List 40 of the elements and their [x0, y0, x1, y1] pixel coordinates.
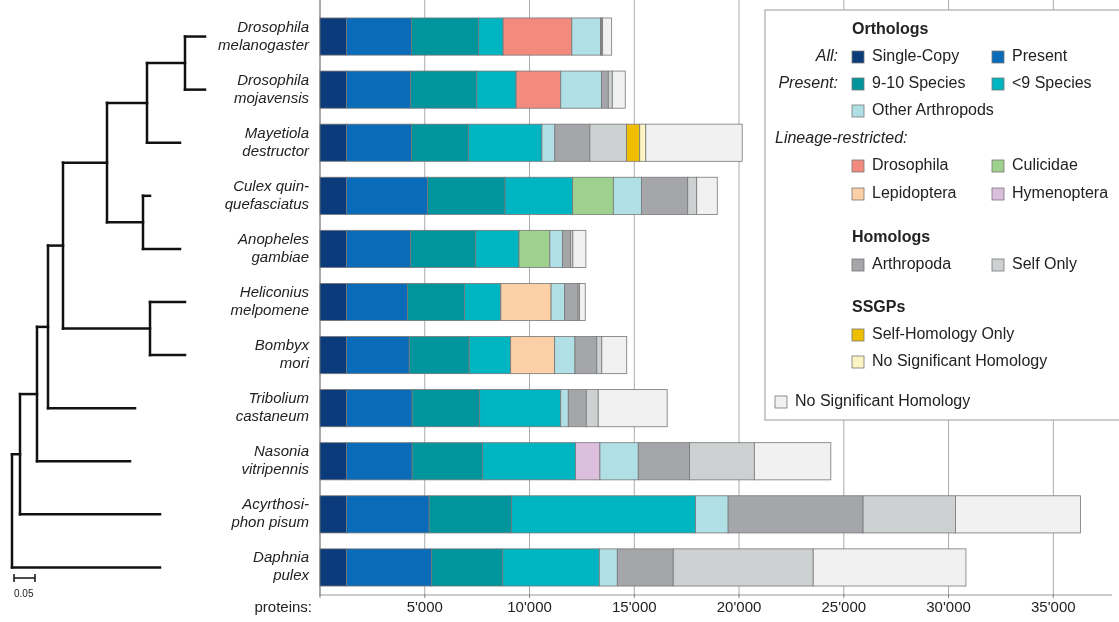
annotation: Homologs: [852, 228, 931, 246]
y-tick-label: Drosophila melanogaster: [218, 17, 310, 53]
annotation: Present:: [778, 74, 838, 92]
legend-label: <9 Species: [1012, 74, 1092, 92]
y-tick-label: Drosophila mojavensis: [233, 70, 310, 106]
y-tick-label: Bombyx mori: [254, 336, 310, 372]
legend-label: Present: [1012, 47, 1068, 65]
x-axis-title: proteins:: [254, 598, 312, 615]
legend-label: Single-Copy: [872, 47, 960, 65]
x-tick-label: 10'000: [507, 598, 552, 615]
legend-label: Lepidoptera: [872, 184, 957, 202]
y-tick-label: Acyrthosi- phon pisum: [230, 495, 309, 531]
x-tick-label: 15'000: [612, 598, 657, 615]
x-tick-label: 25'000: [821, 598, 867, 615]
x-tick-label: 35'000: [1031, 598, 1076, 615]
y-tick-label: Culex quin- quefasciatus: [224, 176, 310, 212]
legend-label: Self-Homology Only: [872, 325, 1015, 343]
x-tick-label: 20'000: [716, 598, 762, 615]
x-tick-label: 30'000: [926, 598, 971, 615]
annotation: SSGPs: [852, 298, 906, 316]
legend-label: Hymenoptera: [1012, 184, 1109, 202]
annotation: Lineage-restricted:: [775, 129, 908, 147]
y-tick-label: Tribolium castaneum: [235, 389, 309, 425]
y-tick-label: Daphnia pulex: [253, 548, 310, 584]
legend-label: No Significant Homology: [795, 392, 971, 410]
legend-label: 9-10 Species: [872, 74, 966, 92]
text: 0.05: [14, 588, 34, 599]
y-tick-label: Mayetiola destructor: [242, 123, 310, 159]
legend-label: Culicidae: [1012, 156, 1078, 174]
annotation: Orthologs: [852, 20, 929, 38]
y-tick-label: Nasonia vitripennis: [241, 442, 310, 478]
y-tick-label: Heliconius melpomene: [230, 282, 310, 318]
y-tick-label: Anopheles gambiae: [237, 229, 310, 265]
legend-label: No Significant Homology: [872, 352, 1048, 370]
annotation: All:: [814, 47, 838, 65]
x-tick-label: 5'000: [406, 598, 443, 615]
legend-label: Arthropoda: [872, 255, 952, 273]
legend-label: Other Arthropods: [872, 101, 994, 119]
legend-label: Drosophila: [872, 156, 949, 174]
legend-label: Self Only: [1012, 255, 1077, 273]
